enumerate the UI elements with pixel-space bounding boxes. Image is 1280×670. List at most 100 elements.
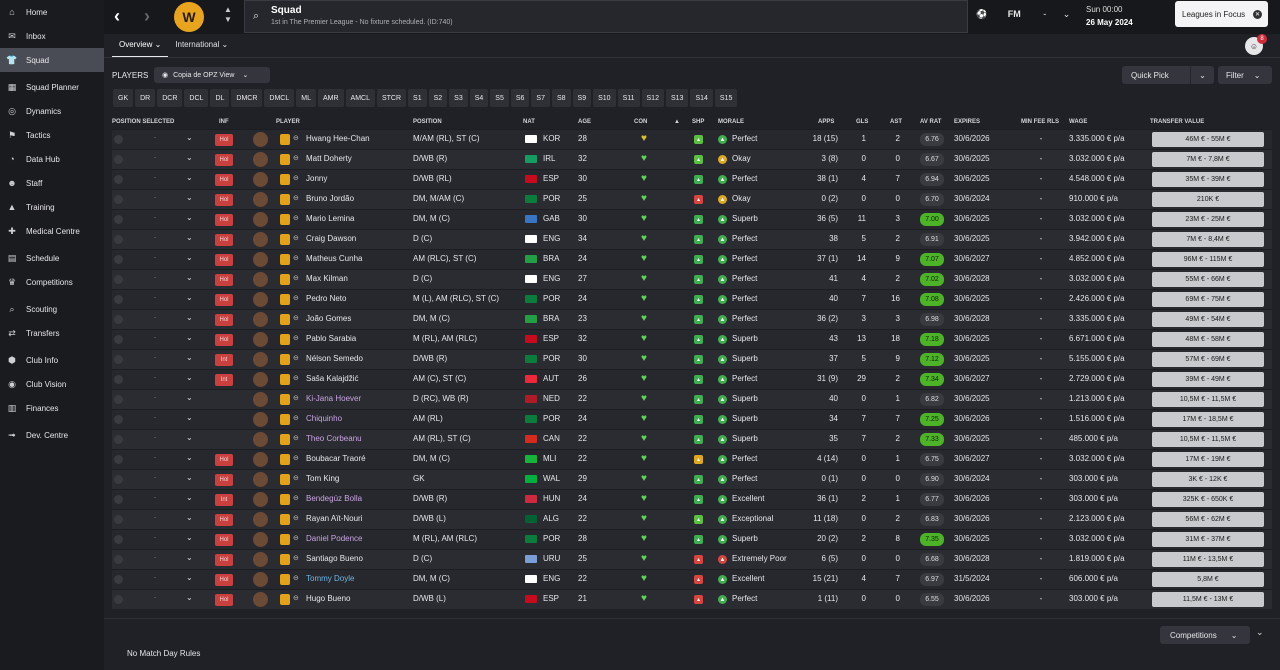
col-nat[interactable]: NAT xyxy=(523,119,535,125)
status-badge[interactable]: Hol xyxy=(215,454,233,466)
game-date[interactable]: Sun 00:00 26 May 2024 xyxy=(1086,3,1133,29)
chevron-down-icon[interactable]: ⌄ xyxy=(186,433,193,442)
col-gls[interactable]: GLS xyxy=(856,119,869,125)
table-row[interactable]: - ⌄ Int ⊖ Nélson Semedo D/WB (R) POR 30 ♥ ▴ ▲ Super… xyxy=(112,349,1272,369)
sidebar-item-training[interactable]: ▲ Training xyxy=(0,195,104,219)
sidebar-item-club-vision[interactable]: ◉ Club Vision xyxy=(0,372,104,396)
sidebar-item-inbox[interactable]: ✉ Inbox xyxy=(0,24,104,48)
select-radio[interactable] xyxy=(114,415,123,424)
position-chip-amr[interactable]: AMR xyxy=(317,89,344,107)
view-dropdown[interactable]: ◉ Copia de OPZ View ⌄ xyxy=(154,67,270,83)
player-nationality[interactable]: GAB xyxy=(543,214,560,223)
club-switch-icon[interactable]: ▲ ▼ xyxy=(224,5,232,24)
player-nationality[interactable]: CAN xyxy=(543,434,560,443)
sort-asc-icon[interactable]: ▲ xyxy=(674,119,680,125)
sidebar-item-squad-planner[interactable]: ▦ Squad Planner xyxy=(0,75,104,99)
chevron-down-icon[interactable]: ⌄ xyxy=(186,253,193,262)
player-nationality[interactable]: POR xyxy=(543,534,561,543)
select-radio[interactable] xyxy=(114,235,123,244)
select-radio[interactable] xyxy=(114,395,123,404)
position-chip-ml[interactable]: ML xyxy=(296,89,316,107)
tab-overview[interactable]: Overview ⌄ xyxy=(112,36,169,58)
status-badge[interactable]: Hol xyxy=(215,534,233,546)
sidebar-item-dynamics[interactable]: ◎ Dynamics xyxy=(0,99,104,123)
select-radio[interactable] xyxy=(114,375,123,384)
position-chip-s5[interactable]: S5 xyxy=(490,89,509,107)
player-name[interactable]: Hwang Hee-Chan xyxy=(306,134,370,143)
football-icon[interactable]: ⚽ xyxy=(976,9,988,19)
position-chip-s10[interactable]: S10 xyxy=(593,89,616,107)
select-radio[interactable] xyxy=(114,555,123,564)
club-crest-icon[interactable]: W xyxy=(174,2,204,32)
col-morale[interactable]: MORALE xyxy=(718,119,744,125)
position-chip-s3[interactable]: S3 xyxy=(449,89,468,107)
chevron-down-icon[interactable]: ⌄ xyxy=(186,453,193,462)
sidebar-item-staff[interactable]: ☻ Staff xyxy=(0,171,104,195)
table-row[interactable]: - ⌄ Hol ⊖ Tommy Doyle DM, M (C) ENG 22 ♥ ▴ ▲ Excell… xyxy=(112,569,1272,589)
select-radio[interactable] xyxy=(114,435,123,444)
status-badge[interactable]: Hol xyxy=(215,554,233,566)
status-badge[interactable]: Hol xyxy=(215,254,233,266)
table-row[interactable]: - ⌄ Hol ⊖ Jonny D/WB (RL) ESP 30 ♥ ▴ ▲ Perfect 38 (1… xyxy=(112,169,1272,189)
forward-arrow-icon[interactable]: › xyxy=(144,6,150,26)
player-nationality[interactable]: IRL xyxy=(543,154,556,163)
player-nationality[interactable]: ESP xyxy=(543,174,560,183)
col-av-rat[interactable]: AV RAT xyxy=(920,119,942,125)
player-name[interactable]: Nélson Semedo xyxy=(306,354,363,363)
status-badge[interactable]: Hol xyxy=(215,474,233,486)
position-chip-s9[interactable]: S9 xyxy=(572,89,592,107)
chevron-down-icon[interactable]: ⌄ xyxy=(186,533,193,542)
position-chip-s2[interactable]: S2 xyxy=(428,89,448,107)
position-chip-amcl[interactable]: AMCL xyxy=(345,89,375,107)
quick-pick-button[interactable]: Quick Pick ⌄ xyxy=(1122,66,1214,84)
player-name[interactable]: Pedro Neto xyxy=(306,294,347,303)
table-row[interactable]: - ⌄ Hol ⊖ João Gomes DM, M (C) BRA 23 ♥ ▴ ▲ Perfect… xyxy=(112,309,1272,329)
select-radio[interactable] xyxy=(114,195,123,204)
player-name[interactable]: Mario Lemina xyxy=(306,214,355,223)
competitions-button[interactable]: Competitions ⌄ xyxy=(1160,626,1250,644)
player-name[interactable]: Santiago Bueno xyxy=(306,554,363,563)
status-badge[interactable]: Hol xyxy=(215,194,233,206)
player-name[interactable]: Boubacar Traoré xyxy=(306,454,366,463)
player-name[interactable]: Daniel Podence xyxy=(306,534,363,543)
col-inf[interactable]: INF xyxy=(219,119,229,125)
status-badge[interactable]: Hol xyxy=(215,234,233,246)
col-con[interactable]: CON xyxy=(634,119,648,125)
chevron-down-icon[interactable]: ⌄ xyxy=(186,173,193,182)
position-chip-dcl[interactable]: DCL xyxy=(184,89,209,107)
table-row[interactable]: - ⌄ Hol ⊖ Mario Lemina DM, M (C) GAB 30 ♥ ▴ ▲ Super… xyxy=(112,209,1272,229)
player-nationality[interactable]: BRA xyxy=(543,254,560,263)
status-badge[interactable]: Int xyxy=(215,494,233,506)
position-chip-dr[interactable]: DR xyxy=(135,89,156,107)
position-chip-dmcr[interactable]: DMCR xyxy=(231,89,263,107)
chevron-down-icon[interactable]: ⌄ xyxy=(186,273,193,282)
position-chip-s7[interactable]: S7 xyxy=(531,89,550,107)
col-transfer-value[interactable]: TRANSFER VALUE xyxy=(1150,119,1205,125)
table-row[interactable]: - ⌄ Hol ⊖ Santiago Bueno D (C) URU 25 ♥ ▴ ▲ Extreme… xyxy=(112,549,1272,569)
position-chip-s12[interactable]: S12 xyxy=(641,89,664,107)
col-position-selected[interactable]: POSITION SELECTED xyxy=(112,119,175,125)
player-name[interactable]: Theo Corbeanu xyxy=(306,434,362,443)
table-row[interactable]: - ⌄ ⊖ Chiquinho AM (RL) POR 24 ♥ ▴ ▲ Superb 34 7 7 7.2… xyxy=(112,409,1272,429)
player-nationality[interactable]: BRA xyxy=(543,314,560,323)
status-badge[interactable]: Hol xyxy=(215,594,233,606)
player-name[interactable]: Craig Dawson xyxy=(306,234,357,243)
sidebar-item-competitions[interactable]: ♛ Competitions xyxy=(0,270,104,294)
position-chip-gk[interactable]: GK xyxy=(113,89,134,107)
position-chip-s4[interactable]: S4 xyxy=(469,89,489,107)
sidebar-item-home[interactable]: ⌂ Home xyxy=(0,0,104,24)
chevron-down-icon[interactable]: ⌄ xyxy=(186,373,193,382)
player-nationality[interactable]: MLI xyxy=(543,454,557,463)
table-row[interactable]: - ⌄ Hol ⊖ Daniel Podence M (RL), AM (RLC) POR 2… xyxy=(112,529,1272,549)
player-nationality[interactable]: ALG xyxy=(543,514,560,523)
col-ast[interactable]: AST xyxy=(890,119,902,125)
player-nationality[interactable]: NED xyxy=(543,394,560,403)
player-name[interactable]: Pablo Sarabia xyxy=(306,334,357,343)
sidebar-item-scouting[interactable]: ⌕ Scouting xyxy=(0,297,104,321)
select-radio[interactable] xyxy=(114,135,123,144)
chevron-down-icon[interactable]: ⌄ xyxy=(186,293,193,302)
player-nationality[interactable]: POR xyxy=(543,294,561,303)
select-radio[interactable] xyxy=(114,255,123,264)
chevron-down-icon[interactable]: ⌄ xyxy=(186,513,193,522)
player-nationality[interactable]: HUN xyxy=(543,494,561,503)
